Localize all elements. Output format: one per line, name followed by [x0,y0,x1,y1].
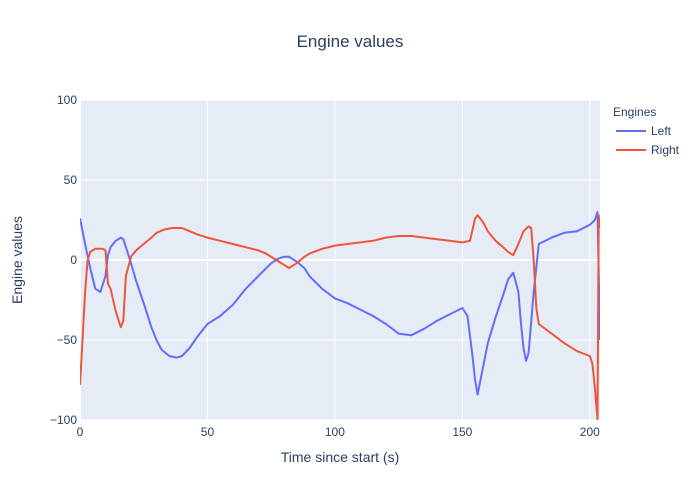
legend: Engines Left Right [613,105,680,157]
x-tick-label: 200 [580,425,600,439]
y-tick-labels: −100 −50 0 50 100 [50,93,77,427]
series-line-left [80,211,600,396]
chart-title: Engine values [297,32,404,51]
series-line-right [80,214,600,420]
y-tick-label: −100 [50,413,77,427]
x-tick-label: 150 [452,425,472,439]
gridlines [79,99,600,421]
x-tick-labels: 0 50 100 150 200 [77,425,600,439]
y-tick-label: 100 [57,93,77,107]
legend-title: Engines [613,105,656,119]
legend-item-right[interactable]: Right [616,143,680,157]
legend-label-right: Right [651,143,680,157]
x-tick-label: 50 [201,425,215,439]
x-axis-title: Time since start (s) [281,449,400,465]
y-tick-label: 50 [64,173,78,187]
legend-item-left[interactable]: Left [616,124,672,138]
series-layer [80,211,600,420]
y-axis-title: Engine values [9,216,25,304]
legend-label-left: Left [651,124,672,138]
x-tick-label: 100 [325,425,345,439]
y-tick-label: 0 [70,253,77,267]
x-tick-label: 0 [77,425,84,439]
y-tick-label: −50 [57,333,78,347]
